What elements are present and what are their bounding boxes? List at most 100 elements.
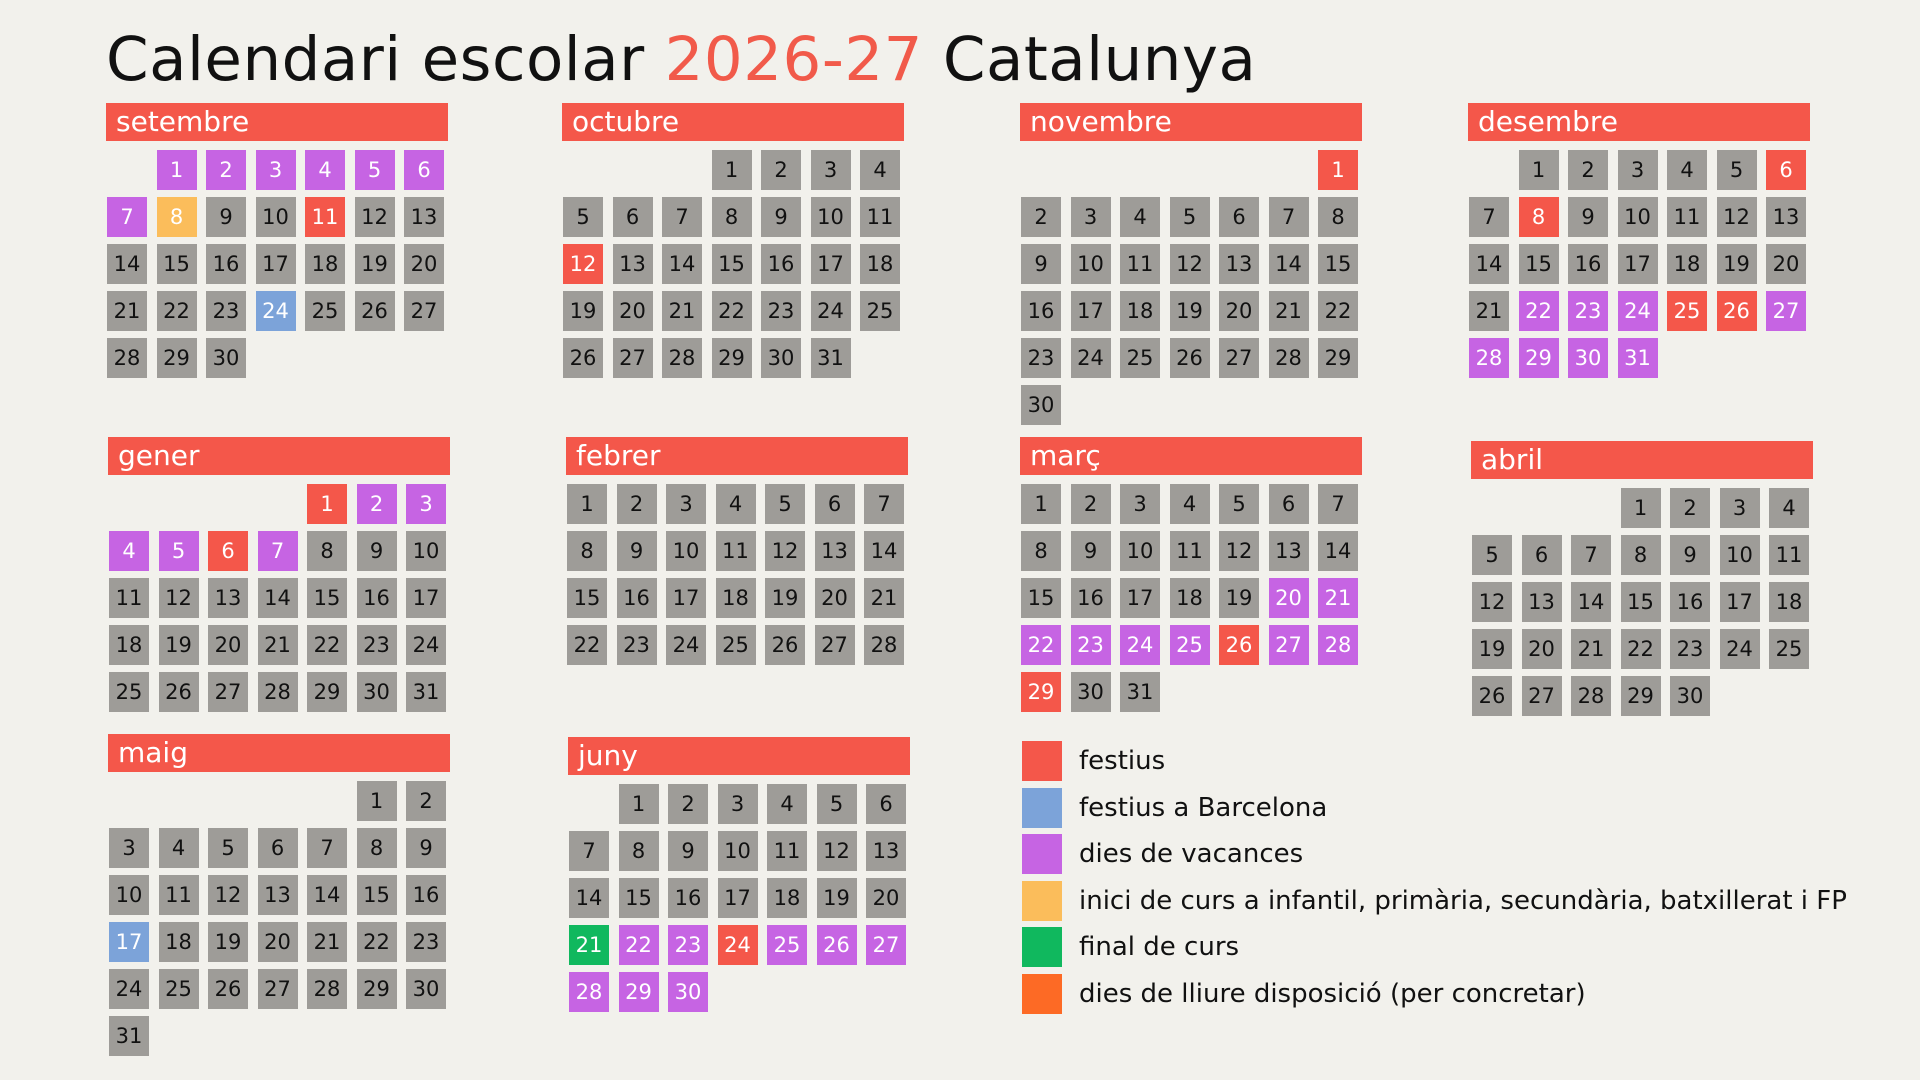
day-cell: 24 (406, 625, 446, 665)
day-cell: 11 (1169, 531, 1210, 571)
day-cell: 7 (569, 831, 609, 871)
day-cell: 31 (406, 672, 446, 712)
day-cell: 17 (1617, 244, 1658, 284)
day-cell: 9 (761, 197, 801, 237)
day-cell: 18 (860, 244, 900, 284)
day-cell: 6 (1766, 150, 1806, 190)
day-cell: 13 (1268, 531, 1309, 571)
day-cell: 20 (612, 291, 653, 331)
day-cell: 28 (257, 672, 298, 712)
day-cell: 14 (1469, 244, 1509, 284)
day-cell: 6 (612, 197, 653, 237)
day-cell: 27 (257, 969, 298, 1009)
day-cell: 11 (109, 578, 149, 618)
day-cell: 24 (717, 925, 758, 965)
day-cell: 18 (109, 625, 149, 665)
day-cell: 26 (1219, 625, 1259, 665)
day-cell: 6 (1219, 197, 1259, 237)
day-cell: 6 (814, 484, 855, 524)
day-cell: 26 (1472, 676, 1512, 716)
day-cell: 27 (612, 338, 653, 378)
day-cell: 1 (1518, 150, 1559, 190)
day-cell: 7 (257, 531, 298, 571)
day-cell: 18 (305, 244, 345, 284)
day-cell: 8 (356, 828, 397, 868)
day-cell: 17 (666, 578, 706, 618)
day-cell: 20 (257, 922, 298, 962)
day-cell: 27 (1521, 676, 1562, 716)
day-cell: 31 (1120, 672, 1160, 712)
day-cell: 23 (1021, 338, 1061, 378)
day-cell: 3 (1617, 150, 1658, 190)
day-cell: 5 (765, 484, 805, 524)
day-cell: 25 (305, 291, 345, 331)
day-cell: 5 (354, 150, 395, 190)
day-cell: 11 (860, 197, 900, 237)
day-cell: 19 (208, 922, 248, 962)
legend-item-final-curs: final de curs (1022, 927, 1847, 967)
day-cell: 12 (1219, 531, 1259, 571)
day-cell: 26 (208, 969, 248, 1009)
day-cell: 15 (1021, 578, 1061, 618)
day-cell: 6 (1521, 535, 1562, 575)
day-cell: 19 (563, 291, 603, 331)
legend-swatch (1022, 834, 1062, 874)
day-cell: 28 (107, 338, 147, 378)
day-cell: 30 (1021, 385, 1061, 425)
day-cell: 15 (156, 244, 197, 284)
day-cell: 17 (109, 922, 149, 962)
day-cell: 12 (816, 831, 857, 871)
day-cell: 9 (668, 831, 708, 871)
month-novembre: novembre 1 2 3 4 5 6 7 8 9 10 11 12 13 14 15 16 17 18 19 20… (1020, 103, 1362, 425)
day-cell: 10 (1617, 197, 1658, 237)
month-header: maig (108, 734, 450, 772)
day-cell: 3 (1719, 488, 1760, 528)
day-cell: 22 (356, 922, 397, 962)
day-cell: 21 (1469, 291, 1509, 331)
day-cell: 1 (1620, 488, 1661, 528)
day-cell: 2 (406, 781, 446, 821)
day-cell: 22 (711, 291, 752, 331)
day-cell: 15 (618, 878, 659, 918)
day-cell: 23 (1670, 629, 1710, 669)
day-cell: 2 (1568, 150, 1608, 190)
day-cell: 14 (1268, 244, 1309, 284)
day-cell: 8 (1021, 531, 1061, 571)
day-cell: 24 (666, 625, 706, 665)
day-cell: 3 (406, 484, 446, 524)
day-cell: 5 (1219, 484, 1259, 524)
day-cell: 21 (662, 291, 702, 331)
day-cell: 25 (715, 625, 756, 665)
day-cell: 9 (1070, 531, 1111, 571)
day-cell: 13 (1766, 197, 1806, 237)
day-cell: 7 (1469, 197, 1509, 237)
day-cell: 30 (1670, 676, 1710, 716)
day-cell: 17 (717, 878, 758, 918)
day-cell: 3 (109, 828, 149, 868)
day-cell: 8 (1620, 535, 1661, 575)
day-cell: 28 (864, 625, 904, 665)
month-header: desembre (1468, 103, 1810, 141)
day-cell: 7 (107, 197, 147, 237)
legend-item-festius-barcelona: festius a Barcelona (1022, 787, 1847, 828)
day-cell: 7 (1268, 197, 1309, 237)
month-marc: març 1 2 3 4 5 6 7 8 9 10 11 12 13 14 15 16 17 18 19 20 21 22… (1020, 437, 1362, 712)
day-cell: 18 (1120, 291, 1160, 331)
days-grid: 1 2 3 4 5 6 7 8 9 10 11 12 13 14 15 16 17 18 19 20 21 22 23 24 2… (1020, 150, 1362, 425)
day-cell: 25 (1667, 291, 1707, 331)
days-grid: 1 2 3 4 5 6 7 8 9 10 11 12 13 14 15 16 17 18 19 20 21 22 23 24 2… (108, 781, 450, 1056)
day-cell: 24 (109, 969, 149, 1009)
day-cell: 3 (810, 150, 851, 190)
day-cell: 23 (761, 291, 801, 331)
day-cell: 11 (715, 531, 756, 571)
day-cell: 30 (206, 338, 246, 378)
day-cell: 16 (761, 244, 801, 284)
day-cell: 23 (1070, 625, 1111, 665)
day-cell: 28 (1318, 625, 1358, 665)
day-cell: 27 (208, 672, 248, 712)
day-cell: 14 (569, 878, 609, 918)
day-cell: 12 (1716, 197, 1757, 237)
day-cell: 30 (761, 338, 801, 378)
day-cell: 15 (567, 578, 607, 618)
day-cell: 17 (1070, 291, 1111, 331)
